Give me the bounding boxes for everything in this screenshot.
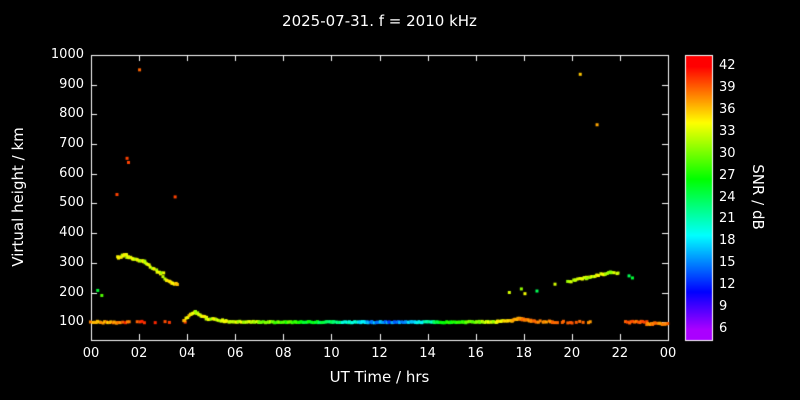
colorbar-label: SNR / dB [749, 164, 767, 230]
ytick-label: 700 [59, 136, 84, 152]
cbtick-label: 33 [719, 123, 736, 139]
cbtick-label: 6 [719, 321, 728, 337]
xtick-label: 22 [611, 346, 629, 361]
ytick-label: 900 [59, 76, 84, 92]
xtick-label: 10 [323, 346, 340, 361]
ytick-label: 1000 [50, 47, 84, 62]
cbtick-label: 39 [719, 79, 736, 95]
xtick-label: 08 [275, 346, 292, 361]
chart-title: 2025-07-31. f = 2010 kHz [282, 12, 477, 30]
xtick-label: 20 [563, 346, 581, 361]
xtick-label: 18 [515, 346, 533, 361]
xtick-label: 00 [659, 346, 677, 361]
cbtick-label: 15 [719, 255, 736, 271]
ytick-label: 800 [59, 106, 84, 122]
xtick-label: 16 [467, 346, 484, 361]
ytick-label: 600 [59, 165, 84, 181]
cbtick-label: 30 [719, 145, 736, 161]
cbtick-label: 36 [719, 101, 736, 117]
cbtick-label: 27 [719, 167, 736, 183]
xtick-label: 02 [130, 346, 148, 361]
xtick-label: 14 [419, 346, 436, 361]
ytick-label: 400 [59, 225, 84, 241]
ytick-label: 200 [59, 284, 84, 300]
xtick-label: 12 [371, 346, 388, 361]
cbtick-label: 9 [719, 299, 728, 315]
xtick-label: 06 [226, 346, 244, 361]
cbtick-label: 21 [719, 211, 736, 227]
cbtick-label: 42 [719, 57, 736, 73]
ytick-label: 300 [59, 254, 84, 270]
xtick-label: 04 [178, 346, 196, 361]
cbtick-label: 12 [719, 277, 736, 293]
cbtick-label: 24 [719, 189, 736, 205]
xtick-label: 00 [82, 346, 100, 361]
ytick-label: 100 [59, 314, 84, 330]
ytick-label: 500 [59, 195, 84, 211]
x-axis-label: UT Time / hrs [329, 368, 430, 386]
cbtick-label: 18 [719, 233, 736, 249]
